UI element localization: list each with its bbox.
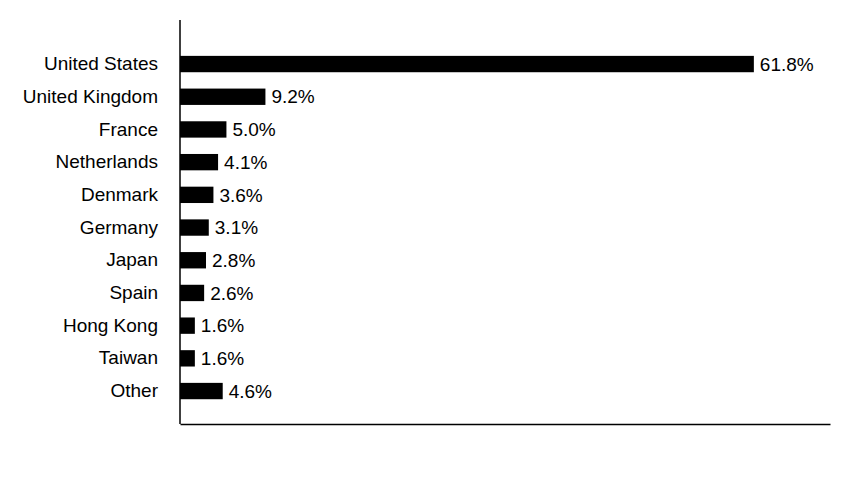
- y-tick-label: United States: [44, 53, 158, 74]
- y-tick: United Kingdom: [23, 86, 158, 107]
- y-tick-label: France: [99, 119, 158, 140]
- data-labels: 61.8% 9.2% 5.0% 4.1% 3.6% 3.1% 2.8% 2.6% 1.6% 1.6…: [201, 54, 814, 402]
- data-label: 2.6%: [210, 283, 253, 304]
- y-tick-label: Taiwan: [99, 347, 158, 368]
- bar: [180, 285, 204, 301]
- x-axis: [181, 424, 831, 425]
- x-axis-line: [181, 424, 831, 426]
- y-tick-label: Japan: [106, 249, 158, 270]
- bars: [180, 56, 754, 399]
- bar: [180, 252, 206, 268]
- y-tick: Netherlands: [56, 151, 158, 172]
- y-tick-label: United Kingdom: [23, 86, 158, 107]
- bar: [180, 350, 195, 366]
- y-tick: Denmark: [81, 184, 159, 205]
- bar: [180, 383, 223, 399]
- y-tick: Other: [110, 380, 158, 401]
- bar: [180, 89, 265, 105]
- data-label: 4.6%: [229, 381, 272, 402]
- y-tick: Japan: [106, 249, 158, 270]
- y-tick: United States: [44, 53, 158, 74]
- bar: [180, 187, 213, 203]
- data-label: 5.0%: [232, 119, 275, 140]
- y-axis-line: [179, 20, 181, 424]
- data-label: 4.1%: [224, 152, 267, 173]
- y-tick-label: Denmark: [81, 184, 159, 205]
- data-label: 1.6%: [201, 315, 244, 336]
- bar: [180, 219, 209, 235]
- data-label: 9.2%: [271, 86, 314, 107]
- y-tick-label: Spain: [109, 282, 158, 303]
- bar: [180, 121, 226, 137]
- data-label: 2.8%: [212, 250, 255, 271]
- y-axis: United States United Kingdom France Netherl…: [23, 53, 159, 401]
- y-tick: France: [99, 119, 158, 140]
- y-tick: Hong Kong: [63, 315, 158, 336]
- y-tick-label: Hong Kong: [63, 315, 158, 336]
- y-tick: Germany: [80, 217, 159, 238]
- data-label: 61.8%: [760, 54, 814, 75]
- bar: [180, 56, 754, 72]
- bar: [180, 154, 218, 170]
- data-label: 3.6%: [219, 185, 262, 206]
- y-tick-label: Other: [110, 380, 158, 401]
- data-label: 1.6%: [201, 348, 244, 369]
- chart: United States United Kingdom France Netherl…: [0, 0, 852, 504]
- y-tick: Taiwan: [99, 347, 158, 368]
- bar: [180, 317, 195, 333]
- y-tick-label: Germany: [80, 217, 159, 238]
- data-label: 3.1%: [215, 217, 258, 238]
- y-tick: Spain: [109, 282, 158, 303]
- y-tick-label: Netherlands: [56, 151, 158, 172]
